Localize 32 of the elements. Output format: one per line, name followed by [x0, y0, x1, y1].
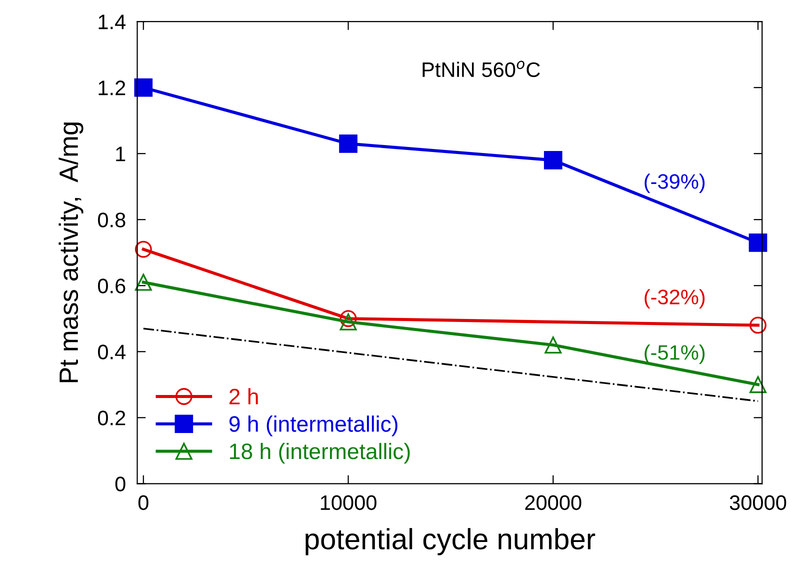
point — [750, 316, 766, 334]
y-tick-label: 0 — [115, 476, 126, 492]
point — [134, 240, 152, 258]
y-tick-label: 1 — [116, 146, 126, 162]
legend-label: 9 h (intermetallic) — [229, 416, 398, 436]
point — [134, 78, 153, 97]
y-tick-label: 0.4 — [98, 344, 126, 360]
legend-label: 18 h (intermetallic) — [230, 442, 410, 464]
x-tick-label: 0 — [138, 495, 148, 510]
legend-label: 2 h — [229, 388, 258, 404]
point — [134, 274, 152, 291]
annotation: (-32%) — [644, 289, 705, 309]
point — [544, 151, 562, 170]
y-tick-label: 0.8 — [98, 212, 126, 228]
point — [750, 376, 766, 394]
text: PtNiN 560$^{o}$C — [422, 60, 540, 78]
x-tick-label: 10000 — [320, 495, 376, 510]
y-tick-label: 0.2 — [98, 410, 126, 426]
point — [340, 313, 357, 330]
x-tick-label: 20000 — [525, 495, 582, 510]
x-axis-title: potential cycle number — [306, 528, 596, 556]
point — [340, 310, 357, 328]
point — [748, 234, 768, 252]
point — [544, 336, 562, 354]
y-tick-label: 1.4 — [98, 14, 126, 30]
annotation: (-39%) — [644, 174, 705, 193]
y-axis-title: Pt mass activity, A/mg — [58, 122, 84, 382]
x-tick-label: 30000 — [730, 495, 786, 510]
y-tick-label: 0.6 — [98, 278, 126, 294]
point — [339, 134, 358, 153]
annotation: (-51%) — [644, 344, 705, 364]
y-tick-label: 1.2 — [98, 80, 126, 96]
